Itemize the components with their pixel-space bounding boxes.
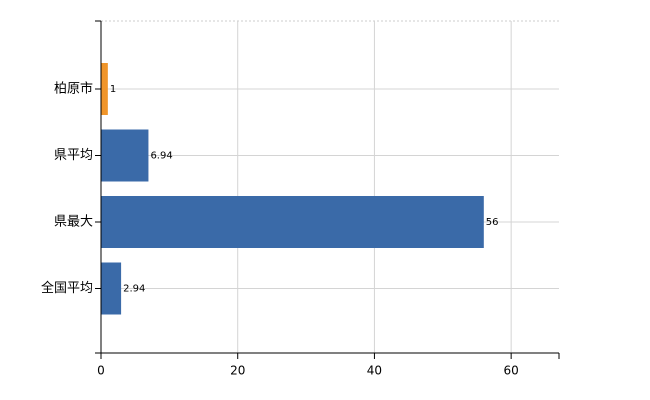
bar <box>101 196 484 248</box>
bar <box>101 262 122 315</box>
x-tick-label: 40 <box>367 364 382 378</box>
y-tick-label: 全国平均 <box>41 280 93 296</box>
bar <box>101 63 108 115</box>
y-tick-label: 柏原市 <box>54 81 93 97</box>
value-label: 56 <box>486 217 499 228</box>
bar <box>101 129 149 182</box>
x-tick-label: 20 <box>230 364 245 378</box>
x-tick-label: 0 <box>97 364 105 378</box>
y-tick-label: 県最大 <box>54 215 93 230</box>
value-label: 1 <box>110 84 116 95</box>
x-tick-label: 60 <box>504 364 519 378</box>
value-label: 6.94 <box>150 151 172 162</box>
value-label: 2.94 <box>123 284 145 295</box>
y-tick-label: 県平均 <box>54 148 93 163</box>
